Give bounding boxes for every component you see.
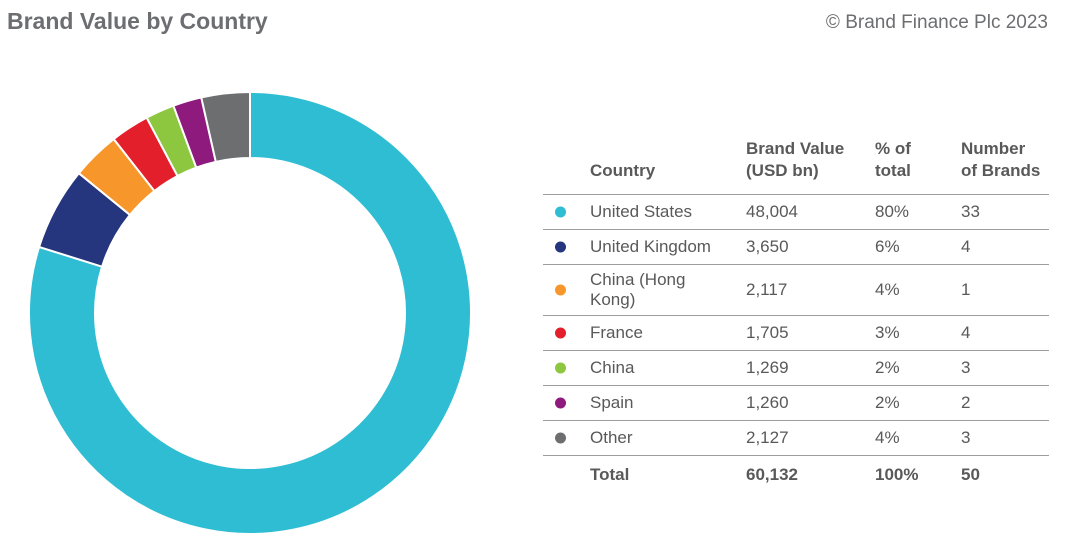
- chart-title: Brand Value by Country: [7, 8, 268, 34]
- row-value: 2,127: [746, 428, 789, 447]
- table-header: Country Brand Value (USD bn) % of total …: [543, 100, 1049, 195]
- row-value: 1,260: [746, 393, 789, 412]
- row-num: 4: [961, 323, 971, 342]
- row-country: China (Hong Kong): [590, 270, 686, 309]
- row-value: 48,004: [746, 202, 798, 221]
- row-country: Other: [590, 428, 633, 447]
- row-num: 4: [961, 237, 971, 256]
- table-row: Spain 1,260 2% 2: [543, 386, 1049, 421]
- donut-chart: [28, 90, 472, 535]
- row-pct: 3%: [875, 323, 900, 342]
- row-pct: 80%: [875, 202, 910, 221]
- legend-dot: [555, 362, 566, 374]
- row-country: United States: [590, 202, 693, 221]
- total-value: 60,132: [746, 465, 798, 484]
- row-country: United Kingdom: [590, 237, 711, 256]
- row-value: 1,705: [746, 323, 789, 342]
- row-country: France: [590, 323, 643, 342]
- header-country: Country: [590, 161, 656, 180]
- data-table: Country Brand Value (USD bn) % of total …: [543, 100, 1049, 494]
- table-row: China (Hong Kong) 2,117 4% 1: [543, 265, 1049, 316]
- total-label: Total: [590, 465, 630, 484]
- row-country: China: [590, 358, 635, 377]
- row-pct: 4%: [875, 428, 900, 447]
- donut-slice: [28, 90, 472, 535]
- legend-dot: [555, 206, 566, 218]
- legend-dot: [555, 432, 566, 444]
- row-num: 33: [961, 202, 980, 221]
- header-brand-value: Brand Value (USD bn): [746, 139, 845, 180]
- legend-dot: [555, 284, 566, 296]
- row-value: 3,650: [746, 237, 789, 256]
- row-country: Spain: [590, 393, 634, 412]
- table-row: United Kingdom 3,650 6% 4: [543, 230, 1049, 265]
- table-row: China 1,269 2% 3: [543, 351, 1049, 386]
- row-num: 2: [961, 393, 971, 412]
- row-pct: 2%: [875, 358, 900, 377]
- row-value: 1,269: [746, 358, 789, 377]
- row-pct: 2%: [875, 393, 900, 412]
- row-num: 1: [961, 280, 971, 299]
- legend-dot: [555, 397, 566, 409]
- row-num: 3: [961, 358, 971, 377]
- row-pct: 6%: [875, 237, 900, 256]
- row-value: 2,117: [746, 280, 788, 299]
- row-pct: 4%: [875, 280, 900, 299]
- header-percent-total: % of total: [875, 139, 911, 180]
- total-row: Total 60,132 100% 50: [543, 456, 1049, 494]
- total-num: 50: [961, 465, 980, 484]
- copyright-notice: © Brand Finance Plc 2023: [825, 12, 1048, 33]
- table-row: France 1,705 3% 4: [543, 316, 1049, 351]
- legend-dot: [555, 327, 566, 339]
- row-num: 3: [961, 428, 971, 447]
- header-number-brands: Number of Brands: [961, 139, 1041, 180]
- legend-dot: [555, 241, 566, 253]
- total-pct: 100%: [875, 465, 919, 484]
- table-row: Other 2,127 4% 3: [543, 421, 1049, 456]
- donut-slice: [200, 90, 251, 164]
- table-row: United States 48,004 80% 33: [543, 195, 1049, 230]
